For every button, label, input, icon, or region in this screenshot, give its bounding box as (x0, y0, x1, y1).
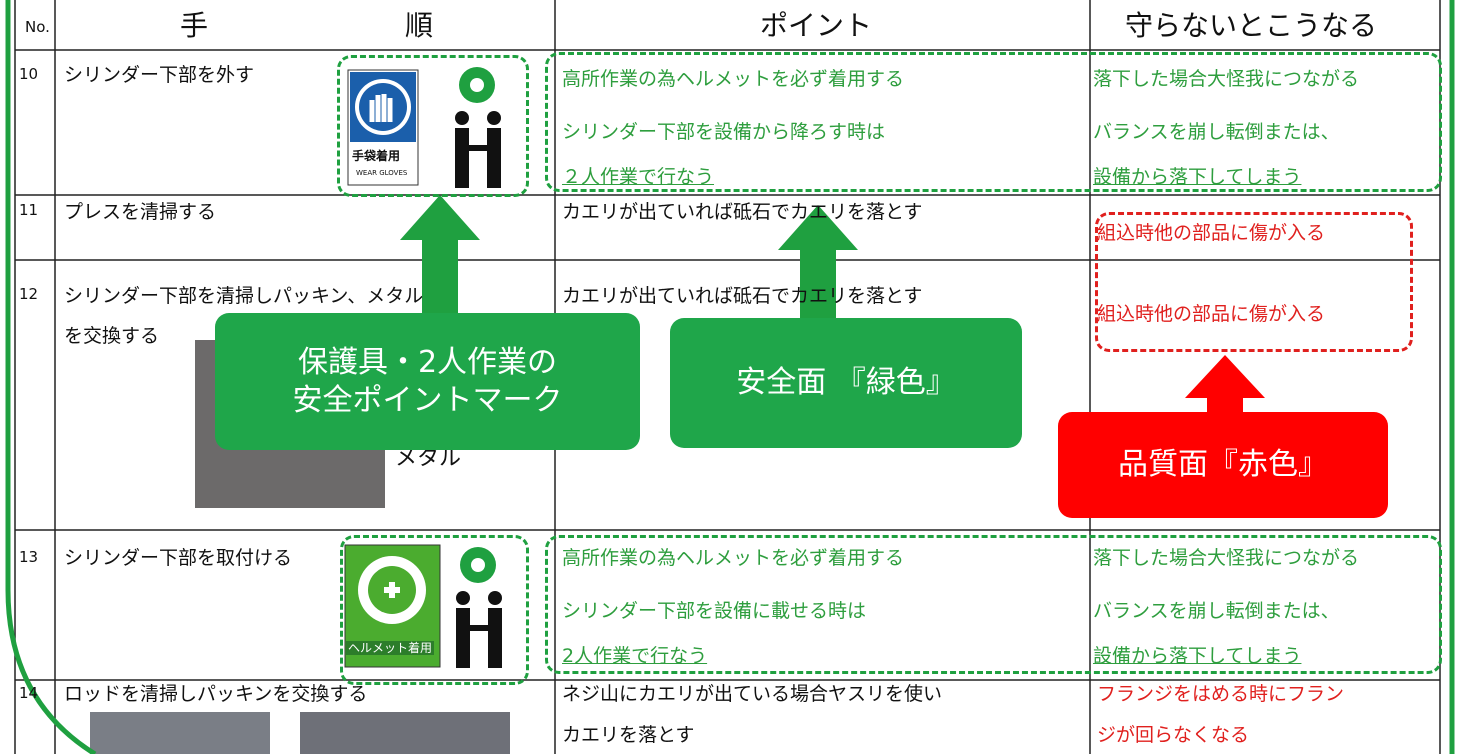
row-no: 12 (19, 285, 39, 303)
consequence: 組込時他の部品に傷が入る (1097, 303, 1326, 325)
point: ２人作業で行なう (562, 166, 715, 188)
point: カエリが出ていれば砥石でカエリを落とす (562, 201, 923, 223)
consequence: 組込時他の部品に傷が入る (1097, 222, 1326, 244)
photo (300, 712, 510, 754)
point: 高所作業の為ヘルメットを必ず着用する (562, 547, 905, 569)
dashed-frame (545, 535, 1442, 674)
consequence: 設備から落下してしまう (1093, 166, 1302, 188)
point: 高所作業の為ヘルメットを必ず着用する (562, 68, 905, 90)
consequence: 設備から落下してしまう (1093, 645, 1302, 667)
row-no: 11 (19, 201, 39, 219)
callout-text: 保護具・2人作業の (297, 345, 558, 380)
sign-label: WEAR GLOVES (356, 169, 408, 177)
header-step: 手 (180, 9, 209, 42)
consequence: 落下した場合大怪我につながる (1093, 547, 1360, 569)
consequence: フランジをはめる時にフラン (1097, 683, 1345, 705)
row-no: 10 (19, 65, 39, 83)
point: ネジ山にカエリが出ている場合ヤスリを使い (562, 683, 943, 705)
glove-icon (369, 94, 393, 122)
step: ロッドを清掃しパッキンを交換する (64, 683, 368, 705)
callout-text: 品質面『赤色』 (1118, 447, 1328, 483)
step: シリンダー下部を清掃しパッキン、メタル (64, 285, 424, 307)
step: プレスを清掃する (64, 201, 217, 223)
point: シリンダー下部を設備から降ろす時は (562, 121, 886, 143)
helmet-icon (470, 78, 484, 92)
point: カエリを落とす (562, 724, 695, 746)
consequence: 落下した場合大怪我につながる (1093, 68, 1360, 90)
sign-label: 手袋着用 (352, 149, 401, 163)
step: シリンダー下部を取付ける (64, 547, 293, 569)
dashed-frame (340, 535, 529, 685)
consequence: バランスを崩し転倒または、 (1093, 600, 1340, 622)
point: カエリが出ていれば砥石でカエリを落とす (562, 285, 923, 307)
dashed-frame (337, 55, 529, 197)
arrow (400, 195, 480, 318)
outline (5, 0, 97, 754)
helmet-icon (471, 558, 485, 572)
photo (90, 712, 270, 754)
step: を交換する (64, 325, 160, 347)
dashed-frame (545, 52, 1442, 192)
point: シリンダー下部を設備に載せる時は (562, 600, 867, 622)
callout-text: 安全ポイントマーク (292, 382, 563, 418)
header-no: No. (25, 18, 50, 36)
callout-text: 安全面 『緑色』 (736, 365, 956, 401)
callout: 安全面 『緑色』 (670, 318, 1022, 448)
sign-label: ヘルメット着用 (346, 641, 435, 655)
consequence: バランスを崩し転倒または、 (1093, 121, 1340, 143)
header-consequence: 守らないとこうなる (1125, 9, 1378, 42)
header-step: 順 (405, 9, 434, 42)
point: 2人作業で行なう (562, 645, 708, 667)
helmet-sign (384, 582, 400, 598)
row-no: 13 (19, 548, 39, 566)
row-no: 14 (19, 684, 39, 702)
callout: 品質面『赤色』 (1058, 412, 1388, 518)
photo-label: メタル (395, 446, 462, 471)
callout: 保護具・2人作業の 安全ポイントマーク (215, 313, 640, 450)
arrow (778, 205, 858, 322)
step: シリンダー下部を外す (64, 64, 255, 86)
consequence: ジが回らなくなる (1097, 724, 1250, 746)
dashed-frame (1095, 212, 1413, 352)
two-person-icon (455, 111, 501, 188)
two-person-icon (456, 591, 502, 668)
header-point: ポイント (760, 9, 873, 42)
arrow (1185, 355, 1265, 415)
